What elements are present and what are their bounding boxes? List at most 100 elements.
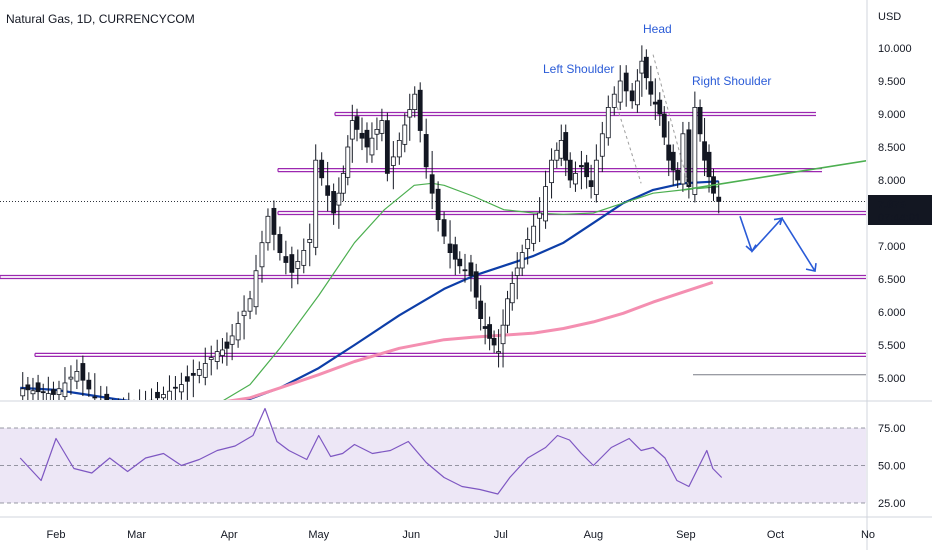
candle-body [364, 129, 370, 148]
candle-body [402, 124, 408, 145]
candle-body [462, 269, 468, 272]
candle-body [56, 388, 62, 395]
candle-body [629, 90, 635, 102]
time-tick-label: Apr [221, 529, 238, 541]
candle-body [40, 391, 46, 394]
time-tick-label: Feb [47, 529, 66, 541]
candle-body [675, 169, 681, 181]
ma-blue-line [20, 180, 719, 400]
candle-body [259, 242, 265, 268]
candle-body [20, 388, 26, 397]
candle-body [666, 144, 672, 161]
candle-body [661, 113, 667, 138]
candle-body [313, 159, 319, 248]
candle-body [588, 180, 594, 188]
price-tick-label: 6.500 [878, 274, 906, 286]
candle-body [579, 165, 584, 168]
candle-body [307, 238, 313, 243]
candle-body [697, 107, 703, 135]
candle-body [657, 99, 663, 115]
candle-body [423, 134, 429, 168]
candle-body [531, 225, 537, 244]
candle-body [435, 188, 441, 221]
candle-body [452, 244, 458, 260]
candle-body [74, 370, 80, 382]
candle-body [331, 191, 337, 214]
candle-body [702, 141, 707, 161]
hs-dashed-line [616, 107, 642, 184]
green-trendline [682, 160, 866, 191]
rsi-line [19, 407, 723, 495]
price-tick-label: 8.000 [878, 175, 906, 187]
candle-body [277, 234, 283, 253]
candle-body [345, 146, 351, 178]
candle-body [412, 93, 418, 110]
time-tick-label: Jun [402, 529, 420, 541]
candle-body [99, 402, 103, 403]
candle-body [374, 128, 380, 135]
candle-body [473, 271, 479, 298]
candle-body [396, 139, 402, 158]
candle-body [325, 185, 331, 196]
candle-body [62, 382, 68, 398]
candle-body [235, 323, 241, 341]
candle-body [692, 107, 698, 195]
candle-body [86, 379, 92, 390]
candle-body [283, 256, 289, 263]
candle-body [686, 129, 692, 187]
candle-body [639, 60, 645, 74]
candle-body [336, 192, 342, 206]
candle-body [68, 376, 74, 380]
candle-body [573, 172, 578, 185]
price-tick-label: 9.000 [878, 109, 906, 121]
price-tick-label: 5.500 [878, 340, 906, 352]
rsi-tick-label: 75.00 [878, 423, 906, 435]
price-tick-label: 5.000 [878, 373, 906, 385]
candle-body [429, 174, 435, 194]
time-tick-label: Aug [584, 529, 604, 541]
candle-body [670, 151, 676, 171]
candle-body [617, 80, 623, 103]
candle-body [478, 300, 484, 319]
candle-body [214, 351, 220, 362]
candle-body [554, 149, 560, 161]
candle-body [161, 394, 166, 399]
candle-body [271, 207, 277, 235]
price-tick-label: 7.000 [878, 241, 906, 253]
candle-body [384, 120, 390, 174]
candle-body [241, 310, 247, 317]
candle-body [447, 243, 453, 254]
candle-body [605, 107, 611, 139]
candle-body [525, 238, 531, 250]
price-tick-label: 8.500 [878, 142, 906, 154]
candle-body [319, 159, 325, 179]
candle-body [184, 376, 190, 382]
candle-body [229, 335, 235, 345]
candle-body [623, 72, 629, 92]
price-tick-label: 10.000 [878, 43, 912, 55]
candle-body [349, 120, 355, 140]
candle-body [196, 369, 202, 376]
rsi-tick-label: 50.00 [878, 461, 906, 473]
price-axis-currency: USD [878, 11, 901, 23]
main-pane [0, 45, 866, 403]
candle-body [567, 159, 573, 181]
time-tick-label: No [861, 529, 875, 541]
candle-body [417, 89, 423, 131]
candle-body [680, 133, 686, 185]
candle-body [379, 120, 385, 134]
candle-body [505, 298, 510, 326]
candle-body [30, 390, 36, 395]
candle-body [634, 80, 640, 106]
candle-body [648, 81, 654, 95]
candle-body [359, 132, 365, 139]
candle-body [80, 363, 86, 381]
candle-body [549, 159, 554, 184]
candle-body [369, 137, 375, 156]
candle-body [563, 132, 569, 161]
time-tick-label: Oct [767, 529, 784, 541]
price-label-box [868, 195, 932, 225]
price-label-value: 7.675 [878, 199, 906, 211]
candle-body [457, 258, 463, 267]
candle-body [599, 133, 605, 157]
